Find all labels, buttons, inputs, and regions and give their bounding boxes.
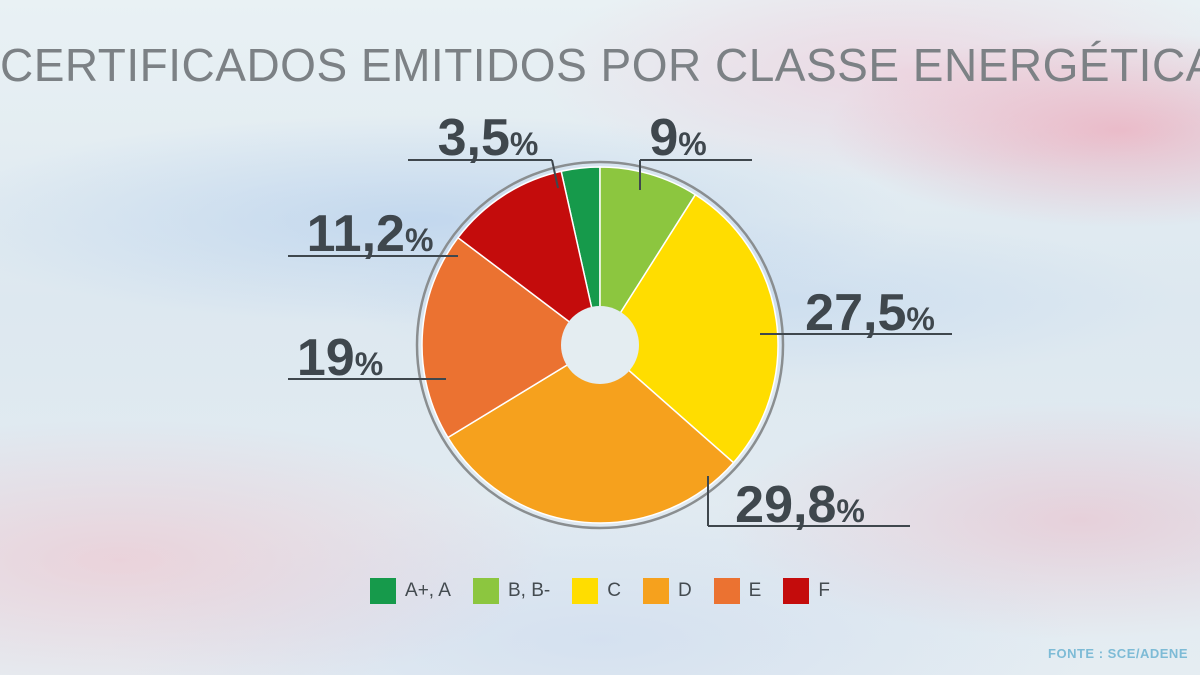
legend-item: D [642,578,692,604]
data-label-percent: % [678,126,706,162]
pie-labels: 3,5% 9%27,5%29,8%19%11,2% [288,109,952,534]
pie-slice-c [599,193,779,464]
legend-label: C [607,580,621,601]
data-label: 11,2% [307,205,434,263]
source-note: FONTE : SCE/ADENE [1048,646,1188,661]
legend-label: A+, A [405,580,451,601]
pie-outline [415,160,785,530]
legend: A+, A B, B- C D E F [0,578,1200,604]
data-label: 9% [649,109,706,167]
data-label-value: 29,8 [735,476,836,534]
pie-slice-b-b [599,166,697,348]
data-label: 29,8% [735,476,865,534]
data-label-percent: % [355,346,383,382]
data-label-percent: % [906,301,934,337]
data-label-percent: % [405,222,433,258]
legend-swatch [572,578,599,604]
data-label-percent: % [510,126,538,162]
legend-swatch [713,578,740,604]
chart-title: CERTIFICADOS EMITIDOS POR CLASSE ENERGÉT… [0,39,1200,91]
data-label: 27,5% [805,284,935,342]
data-label-value: 19 [297,329,355,387]
leader-connector [551,159,559,189]
legend-swatch [370,578,397,604]
legend-item: E [713,578,762,604]
data-label-value: 3,5 [438,109,510,167]
legend-swatch [783,578,810,604]
pie-slice-d [446,344,735,524]
data-label-percent: % [836,493,864,529]
legend-label: F [818,580,830,601]
legend-item: C [572,578,621,604]
legend-item: B, B- [472,578,551,604]
pie-center-hole [561,306,639,384]
legend-label: D [677,580,692,601]
legend-label: B, B- [507,580,551,601]
legend-item: A+, A [370,578,451,604]
data-label-value: 27,5 [805,284,906,342]
data-label: 19% [297,329,383,387]
legend-swatch [472,578,499,604]
data-label-value: 11,2 [307,205,405,263]
pie-slices [421,166,779,524]
legend-item: F [783,578,830,604]
legend-swatch [642,578,669,604]
legend-label: E [748,580,762,601]
data-label-value: 9 [649,109,678,167]
data-label: 3,5% [438,109,539,167]
